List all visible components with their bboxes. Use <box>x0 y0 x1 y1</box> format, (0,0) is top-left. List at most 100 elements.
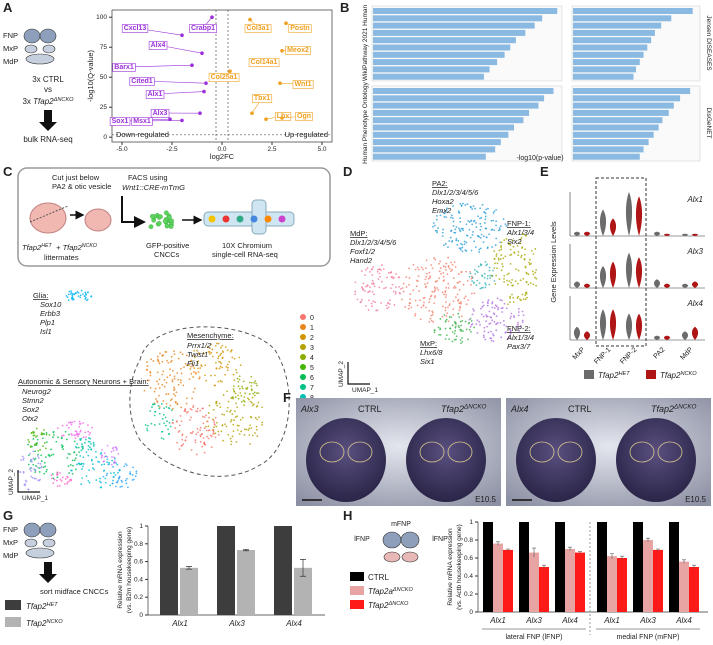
bar <box>575 552 585 612</box>
umap-cell <box>479 228 482 231</box>
umap-cell <box>181 353 184 356</box>
umap-cell <box>78 425 81 428</box>
gene-label: Ogn <box>297 113 311 120</box>
umap-cell <box>249 400 252 403</box>
enrichment-bar <box>573 44 648 51</box>
umap-cell <box>466 279 469 282</box>
umap-cell <box>234 396 237 399</box>
umap-cell <box>524 248 527 251</box>
legend-swatch <box>350 572 364 581</box>
umap-cell <box>451 264 454 266</box>
umap-cell <box>468 221 471 223</box>
violin <box>583 283 591 288</box>
umap-cell <box>69 453 71 456</box>
umap-cell <box>524 298 527 301</box>
umap-cell <box>472 205 475 208</box>
umap-cell <box>229 409 232 412</box>
umap-cell <box>115 447 118 450</box>
umap-cell <box>521 247 524 249</box>
umap-cell <box>503 239 506 242</box>
umap-cell <box>120 479 123 482</box>
legend-swatch <box>300 384 306 390</box>
umap-cell <box>485 236 488 239</box>
umap-cell <box>148 379 150 382</box>
library-name: DisGeNET <box>705 107 712 138</box>
umap-cell <box>178 430 181 432</box>
umap-cell <box>486 304 489 307</box>
superscript: ΔNCKO <box>53 97 75 103</box>
umap-cell <box>40 460 43 462</box>
umap-cell <box>425 275 428 278</box>
flow-arrow <box>121 196 146 228</box>
umap-cell <box>496 322 499 324</box>
umap-cell <box>82 436 85 439</box>
umap-cell <box>87 479 90 482</box>
umap-cell <box>173 375 176 378</box>
umap-cell <box>457 312 460 315</box>
gene-label-box <box>148 41 168 50</box>
umap-cell <box>433 291 435 293</box>
error-bar <box>532 547 536 558</box>
bar <box>607 556 617 612</box>
marker-gene: Alx1/3/4 <box>506 333 534 342</box>
umap-cell <box>25 480 28 483</box>
umap-cell <box>22 457 25 460</box>
umap-cell <box>459 339 462 341</box>
umap-cell <box>452 220 455 223</box>
bead <box>250 215 258 223</box>
umap-cell <box>257 401 260 404</box>
umap-cell <box>186 364 188 367</box>
umap-cell <box>480 225 483 228</box>
umap-cell <box>90 459 93 462</box>
umap-cell <box>511 278 513 281</box>
umap-cell <box>496 267 498 270</box>
gene-label-box <box>112 63 136 72</box>
umap-cell <box>460 301 462 303</box>
umap-cell <box>242 380 245 383</box>
umap-cell <box>495 224 497 227</box>
umap-cell <box>532 283 535 286</box>
umap-cell <box>156 358 159 361</box>
umap-cell <box>429 276 431 279</box>
umap-cell <box>154 410 156 413</box>
umap-cell <box>435 218 438 221</box>
umap-cell <box>212 430 215 433</box>
umap-cell <box>494 262 496 265</box>
umap-cell <box>87 440 90 443</box>
gene-point <box>180 118 184 123</box>
umap-cell <box>32 430 35 433</box>
umap-cell <box>377 278 380 280</box>
umap-cell <box>205 429 208 432</box>
label: Up-regulated <box>285 130 328 139</box>
umap-cell <box>408 267 410 270</box>
umap-cell <box>164 416 167 419</box>
legend-swatch <box>350 586 364 595</box>
umap-cell <box>452 224 455 227</box>
umap-cell <box>524 234 527 237</box>
umap-cell <box>231 396 234 399</box>
umap-cell <box>450 216 452 219</box>
enrichment-bar <box>573 109 669 116</box>
umap-cell <box>523 258 526 261</box>
umap-cell <box>452 287 455 289</box>
umap-cell <box>177 378 180 381</box>
umap-cell <box>103 460 106 463</box>
umap-cell <box>113 460 116 462</box>
umap-cell <box>88 469 90 472</box>
umap-cell <box>497 308 499 311</box>
umap-cell <box>414 314 417 317</box>
gene-point <box>280 116 284 120</box>
umap-cell <box>509 297 512 299</box>
umap-cell <box>20 459 22 461</box>
umap-cell <box>246 388 248 390</box>
umap-cell <box>490 219 493 222</box>
cluster-title: FNP-2: <box>507 324 531 333</box>
bead <box>222 215 230 223</box>
schematic-fnp <box>39 522 57 538</box>
umap-cell <box>150 422 153 425</box>
umap-cell <box>73 434 76 437</box>
umap-cell <box>408 302 411 305</box>
violin <box>663 335 671 340</box>
umap-cell <box>36 466 39 469</box>
legend-label: Tfap2ΔNCKO <box>368 601 409 610</box>
